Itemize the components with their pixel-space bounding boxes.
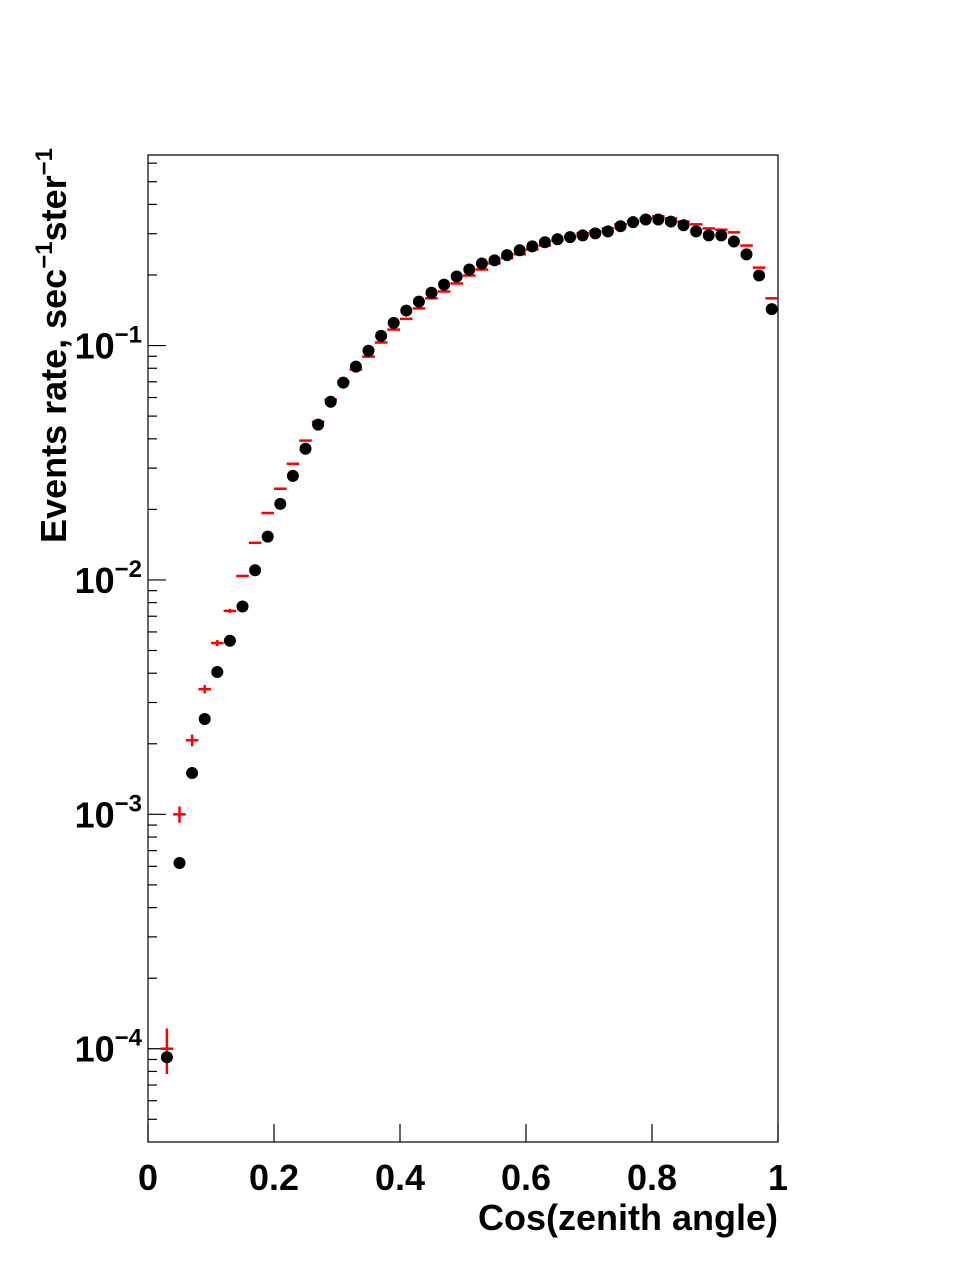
data-point bbox=[299, 442, 312, 455]
data-point bbox=[412, 295, 425, 308]
y-title-part: ster bbox=[33, 175, 74, 241]
data-point bbox=[475, 257, 488, 270]
y-tick-label: 10−1 bbox=[75, 322, 142, 367]
data-point bbox=[538, 236, 551, 249]
data-point bbox=[236, 600, 249, 613]
y-tick-exp: −4 bbox=[115, 1025, 143, 1052]
data-point bbox=[614, 220, 627, 233]
data-point bbox=[551, 233, 564, 246]
data-point bbox=[249, 564, 262, 577]
x-tick-label: 1 bbox=[768, 1157, 788, 1198]
y-tick-exp: −1 bbox=[115, 322, 142, 349]
y-tick-label: 10−3 bbox=[75, 790, 142, 835]
y-title-exp: −1 bbox=[31, 148, 58, 175]
data-point bbox=[727, 235, 740, 248]
data-point bbox=[589, 227, 602, 240]
y-tick-label: 10−4 bbox=[75, 1025, 143, 1070]
data-point bbox=[362, 344, 375, 357]
data-point bbox=[198, 713, 211, 726]
data-point bbox=[337, 376, 350, 389]
y-tick-base: 10 bbox=[75, 560, 115, 601]
data-point bbox=[160, 1051, 173, 1064]
data-point bbox=[526, 240, 539, 253]
data-point bbox=[286, 469, 299, 482]
data-point bbox=[501, 249, 514, 262]
data-point bbox=[425, 286, 438, 299]
data-point bbox=[173, 856, 186, 869]
data-point bbox=[639, 213, 652, 226]
x-tick-label: 0.4 bbox=[375, 1157, 425, 1198]
data-point bbox=[375, 329, 388, 342]
x-axis-title: Cos(zenith angle) bbox=[478, 1197, 778, 1238]
y-tick-base: 10 bbox=[75, 1029, 115, 1070]
x-tick-label: 0.2 bbox=[249, 1157, 299, 1198]
y-tick-base: 10 bbox=[75, 794, 115, 835]
data-point bbox=[576, 229, 589, 242]
y-title-exp: −1 bbox=[31, 241, 58, 268]
data-point bbox=[513, 244, 526, 257]
data-point bbox=[652, 213, 665, 226]
data-point bbox=[387, 316, 400, 329]
data-point bbox=[702, 229, 715, 242]
y-axis-title: Events rate, sec−1ster−1 bbox=[31, 148, 74, 543]
data-point bbox=[438, 278, 451, 291]
data-point bbox=[740, 248, 753, 261]
data-point bbox=[564, 231, 577, 244]
data-point bbox=[211, 665, 224, 678]
data-point bbox=[677, 219, 690, 232]
y-tick-label: 10−2 bbox=[75, 556, 142, 601]
data-point bbox=[223, 634, 236, 647]
data-point bbox=[690, 225, 703, 238]
y-tick-exp: −2 bbox=[115, 556, 142, 583]
plot-frame bbox=[147, 154, 779, 1143]
x-tick-label: 0.8 bbox=[627, 1157, 677, 1198]
x-tick-label: 0.6 bbox=[501, 1157, 551, 1198]
data-point bbox=[463, 263, 476, 276]
data-point bbox=[186, 767, 199, 780]
y-tick-base: 10 bbox=[75, 326, 115, 367]
data-point bbox=[765, 303, 778, 316]
data-point bbox=[349, 360, 362, 373]
data-point bbox=[627, 216, 640, 229]
x-tick-label: 0 bbox=[138, 1157, 158, 1198]
data-point bbox=[400, 304, 413, 317]
data-point bbox=[753, 269, 766, 282]
data-point bbox=[715, 229, 728, 242]
y-title-part: Events rate, sec bbox=[33, 269, 74, 543]
y-tick-exp: −3 bbox=[115, 790, 142, 817]
data-point bbox=[312, 418, 325, 431]
data-point bbox=[664, 215, 677, 228]
data-point bbox=[450, 270, 463, 283]
data-point bbox=[261, 530, 274, 543]
data-point bbox=[274, 497, 287, 510]
data-point bbox=[601, 225, 614, 238]
data-point bbox=[488, 254, 501, 267]
data-point bbox=[324, 395, 337, 408]
